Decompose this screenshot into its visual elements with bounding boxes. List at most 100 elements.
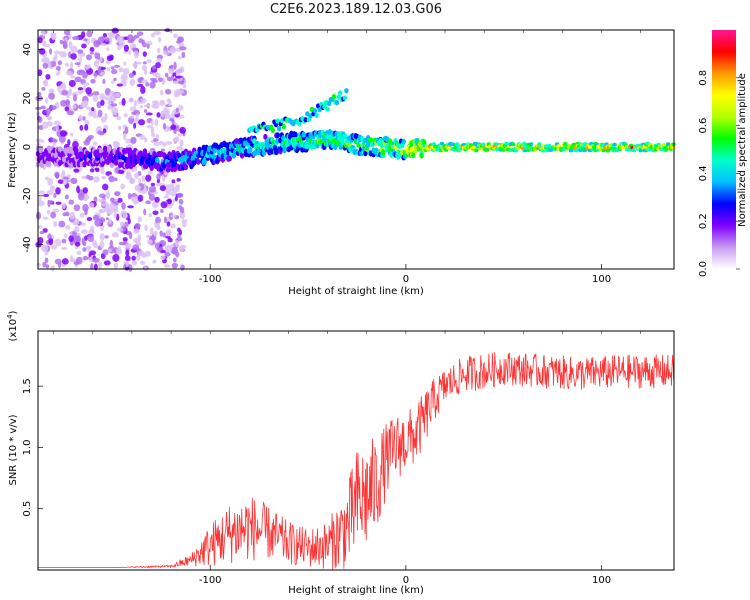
heatmap-noise-cell xyxy=(136,31,144,36)
figure-title: C2E6.2023.189.12.03.G06 xyxy=(270,2,442,17)
heatmap-noise-cell xyxy=(57,85,62,93)
heatmap-noise-cell xyxy=(120,73,128,82)
heatmap-ridge-cell xyxy=(39,162,45,169)
heatmap-noise-cell xyxy=(85,174,91,180)
heatmap-ridge-cell xyxy=(661,143,667,147)
heatmap-noise-cell xyxy=(50,105,57,111)
colorbar-ticks: 0.0 0.2 0.4 0.6 0.8 xyxy=(698,70,740,277)
heatmap-noise-cell xyxy=(64,62,70,67)
heatmap-noise-cell xyxy=(99,72,106,76)
heatmap-noise-cell xyxy=(89,46,95,52)
heatmap-noise-cell xyxy=(63,29,71,36)
heatmap-noise-cell xyxy=(57,179,65,184)
heatmap-noise-cell xyxy=(163,195,169,199)
heatmap-ridge-cell xyxy=(511,142,516,147)
heatmap-noise-cell xyxy=(48,88,55,93)
heatmap-noise-cell xyxy=(178,245,185,252)
heatmap-noise-cell xyxy=(99,93,106,101)
heatmap-ridge-cell xyxy=(128,149,134,156)
heatmap-noise-cell xyxy=(166,98,171,103)
heatmap-noise-cell xyxy=(106,47,110,52)
heatmap-noise-cell xyxy=(37,236,44,244)
heatmap-noise-cell xyxy=(92,94,99,102)
heatmap-noise-cell xyxy=(100,166,105,175)
heatmap-noise-cell xyxy=(37,200,45,207)
heatmap-noise-cell xyxy=(46,189,54,196)
heatmap-noise-cell xyxy=(179,46,187,51)
heatmap-noise-cell xyxy=(107,32,115,37)
heatmap-noise-cell xyxy=(139,104,143,109)
heatmap-noise-cell xyxy=(107,248,112,253)
heatmap-noise-cell xyxy=(38,48,46,55)
heatmap-noise-cell xyxy=(133,50,140,59)
heatmap-noise-cell xyxy=(55,72,61,76)
heatmap-noise-cell xyxy=(81,175,87,180)
heatmap-noise-cell xyxy=(41,139,45,143)
heatmap-noise-cell xyxy=(83,197,88,202)
heatmap-noise-cell xyxy=(155,62,161,69)
heatmap-noise-cell xyxy=(155,216,161,224)
heatmap-branch-cell xyxy=(303,117,308,123)
heatmap-noise-cell xyxy=(77,49,84,54)
heatmap-noise-cell xyxy=(78,56,82,65)
heatmap-noise-cell xyxy=(138,119,146,126)
heatmap-noise-cell xyxy=(116,227,124,232)
heatmap-ridge-cell xyxy=(227,155,232,162)
heatmap-ridge-cell xyxy=(339,137,345,144)
heatmap-noise-cell xyxy=(148,185,157,193)
heatmap-noise-cell xyxy=(93,39,101,48)
heatmap-noise-cell xyxy=(102,78,106,85)
heatmap-noise-cell xyxy=(116,83,123,87)
heatmap-noise-cell xyxy=(128,50,132,55)
heatmap-noise-cell xyxy=(69,61,74,70)
heatmap-noise-cell xyxy=(83,100,89,107)
heatmap-noise-cell xyxy=(154,72,161,79)
heatmap-noise-cell xyxy=(64,233,68,239)
heatmap-noise-cell xyxy=(110,103,118,107)
heatmap-y-tick-label: 0 xyxy=(22,144,33,150)
heatmap-noise-cell xyxy=(146,59,152,63)
heatmap-noise-cell xyxy=(171,179,176,184)
heatmap-noise-cell xyxy=(158,77,163,82)
heatmap-noise-cell xyxy=(80,222,86,227)
heatmap-noise-cell xyxy=(82,71,88,79)
heatmap-noise-cell xyxy=(145,200,151,205)
heatmap-noise-cell xyxy=(50,211,57,219)
heatmap-noise-cell xyxy=(145,112,153,116)
heatmap-noise-cell xyxy=(90,225,95,234)
heatmap-noise-cell xyxy=(72,104,77,109)
heatmap-noise-cell xyxy=(110,197,115,203)
heatmap-noise-cell xyxy=(142,61,147,65)
heatmap-noise-cell xyxy=(113,210,117,219)
heatmap-noise-cell xyxy=(133,200,138,205)
heatmap-noise-cell xyxy=(175,68,182,75)
heatmap-ridge-cell xyxy=(381,149,386,156)
heatmap-noise-cell xyxy=(133,99,137,108)
heatmap-noise-cell xyxy=(132,244,140,251)
heatmap-noise-cell xyxy=(133,228,140,235)
heatmap-noise-cell xyxy=(114,141,120,147)
heatmap-ridge-cell xyxy=(212,147,217,154)
heatmap-noise-cell xyxy=(111,107,119,116)
heatmap-noise-cell xyxy=(54,50,62,55)
heatmap-noise-cell xyxy=(171,262,178,269)
heatmap-noise-cell xyxy=(144,224,148,232)
colorbar-tick-label: 0.8 xyxy=(698,70,709,86)
heatmap-noise-cell xyxy=(53,120,61,126)
heatmap-noise-cell xyxy=(54,238,62,247)
heatmap-noise-cell xyxy=(100,43,107,47)
heatmap-ridge-cell xyxy=(401,138,406,145)
heatmap-noise-cell xyxy=(82,116,86,121)
snr-y-tick-label: 1.0 xyxy=(22,439,33,455)
heatmap-noise-cell xyxy=(113,64,121,68)
heatmap-noise-cell xyxy=(127,192,132,200)
heatmap-noise-cell xyxy=(86,136,92,141)
heatmap-noise-cell xyxy=(150,182,156,187)
snr-plot-area xyxy=(38,331,674,570)
heatmap-branch-cell xyxy=(281,124,286,130)
heatmap-noise-cell xyxy=(142,51,147,57)
heatmap-noise-cell xyxy=(110,66,115,70)
heatmap-noise-cell xyxy=(134,184,141,191)
heatmap-noise-cell xyxy=(55,124,59,132)
